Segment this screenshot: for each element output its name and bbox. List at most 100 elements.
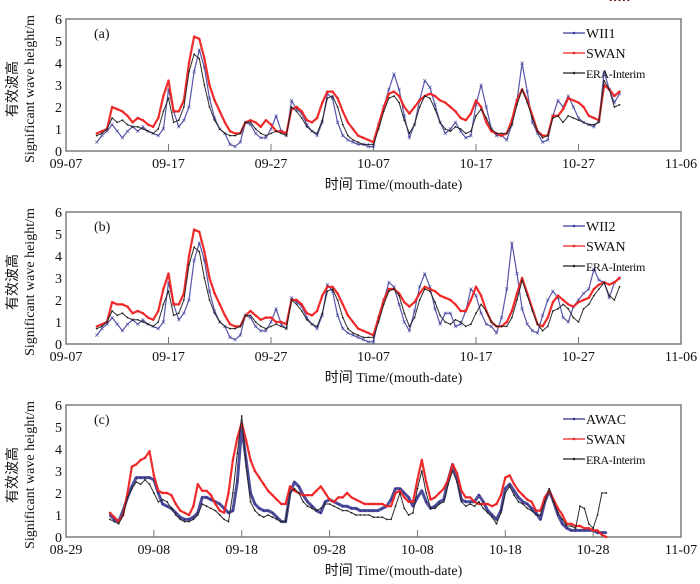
data-point [300, 303, 303, 306]
data-point [249, 121, 252, 124]
data-point [355, 507, 357, 510]
data-point [354, 498, 358, 501]
data-point [361, 337, 366, 342]
data-point [474, 285, 478, 288]
data-point [438, 500, 441, 503]
data-point [551, 310, 554, 312]
data-point [196, 483, 199, 486]
data-point [328, 498, 331, 501]
data-point [136, 318, 139, 321]
data-point [480, 303, 483, 306]
data-point [341, 509, 344, 512]
data-point [521, 503, 524, 505]
data-point [141, 321, 144, 323]
data-point [433, 306, 437, 311]
data-point [495, 518, 498, 521]
data-point [340, 326, 345, 331]
data-point [592, 116, 596, 120]
data-point [352, 332, 354, 334]
data-point [390, 518, 392, 521]
data-point [305, 125, 308, 128]
data-point [510, 123, 513, 126]
data-point [387, 290, 390, 293]
data-point [387, 287, 391, 291]
data-point [271, 516, 274, 519]
data-point [170, 494, 173, 497]
data-point [238, 140, 243, 145]
data-point [100, 323, 104, 326]
data-point [407, 135, 412, 140]
data-point [350, 496, 353, 499]
data-point [249, 314, 252, 317]
data-point [403, 492, 406, 494]
data-point [315, 116, 319, 120]
data-point [359, 514, 362, 516]
data-point [161, 320, 166, 324]
data-point [433, 290, 437, 293]
data-point [552, 500, 555, 503]
data-point [111, 310, 114, 312]
data-point [227, 511, 230, 514]
data-point [587, 296, 590, 299]
data-point [397, 94, 401, 98]
data-point [403, 119, 406, 122]
data-point [394, 505, 397, 508]
data-point [480, 108, 483, 111]
data-point [562, 121, 565, 124]
data-point [618, 285, 621, 288]
data-point [207, 289, 212, 294]
data-point [464, 119, 467, 122]
data-point [482, 502, 485, 506]
data-point [602, 69, 606, 74]
data-point [157, 500, 160, 503]
data-point [135, 129, 140, 134]
data-point [392, 284, 396, 289]
data-point [504, 492, 507, 494]
x-tick-label: 10-28 [577, 543, 610, 558]
y-tick-label: 5 [55, 228, 62, 243]
data-point [249, 309, 252, 313]
data-point [148, 483, 151, 486]
data-point [505, 325, 508, 328]
data-point [546, 325, 549, 328]
data-point [172, 314, 175, 317]
data-point [531, 117, 534, 119]
data-point [110, 301, 114, 304]
data-point [214, 502, 217, 506]
data-point [147, 323, 149, 326]
data-point [275, 323, 278, 326]
data-point [335, 120, 340, 125]
data-point [438, 322, 442, 327]
data-point [597, 278, 601, 283]
y-axis-title-en: Significant wave height/m [23, 15, 38, 163]
data-point [306, 494, 309, 497]
data-point [618, 103, 621, 106]
data-point [403, 105, 406, 109]
data-point [267, 509, 269, 512]
data-point [479, 294, 483, 297]
data-point [587, 123, 590, 126]
data-point [172, 303, 175, 306]
data-point [412, 511, 414, 514]
data-point [592, 527, 595, 530]
data-point [262, 516, 265, 519]
data-point [223, 132, 226, 135]
data-point [166, 505, 168, 508]
legend-item: ERA-Interim [563, 260, 646, 274]
data-point [141, 312, 145, 315]
data-point [172, 121, 175, 124]
panel-label: (c) [94, 413, 110, 428]
data-point [495, 132, 498, 135]
data-point [258, 328, 263, 333]
data-point [412, 505, 414, 508]
data-point [352, 139, 354, 141]
data-point [356, 335, 360, 340]
data-point [262, 509, 265, 512]
data-point [135, 481, 138, 483]
data-point [479, 105, 483, 109]
data-point [157, 321, 160, 323]
data-point [526, 294, 529, 297]
data-point [397, 292, 401, 295]
data-point [356, 142, 360, 147]
data-point [130, 465, 134, 468]
